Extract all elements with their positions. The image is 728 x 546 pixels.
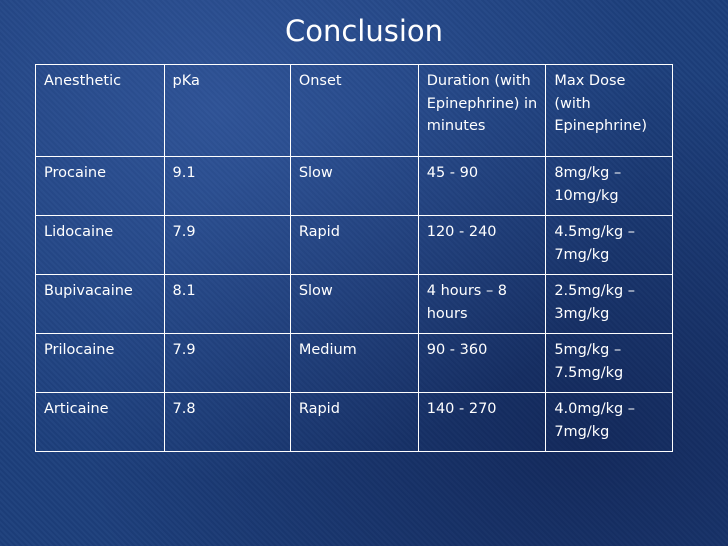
cell-pka: 8.1 bbox=[163, 274, 291, 334]
cell-max-dose: 2.5mg/kg – 3mg/kg bbox=[545, 274, 673, 334]
cell-duration: 4 hours – 8 hours bbox=[417, 274, 547, 334]
header-max-dose: Max Dose (with Epinephrine) bbox=[545, 64, 673, 157]
cell-onset: Rapid bbox=[289, 392, 419, 452]
table-row: Bupivacaine 8.1 Slow 4 hours – 8 hours 2… bbox=[35, 274, 673, 334]
table-row: Articaine 7.8 Rapid 140 - 270 4.0mg/kg –… bbox=[35, 392, 673, 452]
cell-onset: Rapid bbox=[289, 215, 419, 275]
cell-anesthetic: Articaine bbox=[35, 392, 165, 452]
cell-max-dose: 4.5mg/kg – 7mg/kg bbox=[545, 215, 673, 275]
header-anesthetic: Anesthetic bbox=[35, 64, 165, 157]
cell-max-dose: 8mg/kg – 10mg/kg bbox=[545, 156, 673, 216]
header-pka: pKa bbox=[163, 64, 291, 157]
header-onset: Onset bbox=[289, 64, 419, 157]
table-row: Procaine 9.1 Slow 45 - 90 8mg/kg – 10mg/… bbox=[35, 156, 673, 216]
cell-max-dose: 5mg/kg – 7.5mg/kg bbox=[545, 333, 673, 393]
cell-onset: Medium bbox=[289, 333, 419, 393]
table-row: Lidocaine 7.9 Rapid 120 - 240 4.5mg/kg –… bbox=[35, 215, 673, 275]
cell-pka: 7.9 bbox=[163, 333, 291, 393]
cell-pka: 7.9 bbox=[163, 215, 291, 275]
cell-duration: 45 - 90 bbox=[417, 156, 547, 216]
slide-title: Conclusion bbox=[284, 14, 444, 48]
cell-max-dose: 4.0mg/kg – 7mg/kg bbox=[545, 392, 673, 452]
cell-onset: Slow bbox=[289, 274, 419, 334]
cell-anesthetic: Bupivacaine bbox=[35, 274, 165, 334]
table-row: Prilocaine 7.9 Medium 90 - 360 5mg/kg – … bbox=[35, 333, 673, 393]
cell-duration: 140 - 270 bbox=[417, 392, 547, 452]
cell-duration: 120 - 240 bbox=[417, 215, 547, 275]
header-duration: Duration (with Epinephrine) in minutes bbox=[417, 64, 547, 157]
cell-anesthetic: Procaine bbox=[35, 156, 165, 216]
cell-pka: 7.8 bbox=[163, 392, 291, 452]
cell-duration: 90 - 360 bbox=[417, 333, 547, 393]
anesthetic-comparison-table: Anesthetic pKa Onset Duration (with Epin… bbox=[35, 64, 673, 452]
cell-anesthetic: Prilocaine bbox=[35, 333, 165, 393]
cell-anesthetic: Lidocaine bbox=[35, 215, 165, 275]
cell-pka: 9.1 bbox=[163, 156, 291, 216]
cell-onset: Slow bbox=[289, 156, 419, 216]
table-header-row: Anesthetic pKa Onset Duration (with Epin… bbox=[35, 64, 673, 157]
